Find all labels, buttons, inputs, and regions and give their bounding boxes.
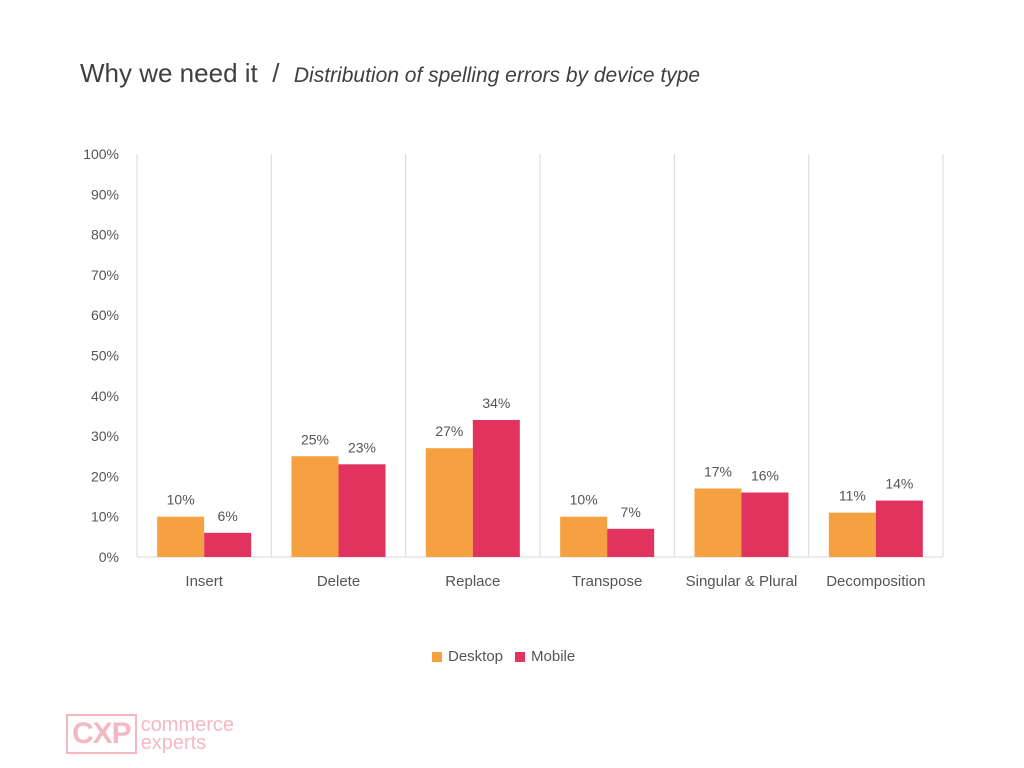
logo-line2: experts bbox=[140, 732, 207, 754]
y-tick-label: 0% bbox=[99, 549, 119, 565]
bar-mobile bbox=[741, 492, 789, 557]
data-label-desktop: 17% bbox=[704, 463, 732, 479]
logo-wordmark: commerce experts bbox=[140, 714, 235, 754]
data-label-desktop: 11% bbox=[839, 488, 866, 504]
logo-line1: commerce bbox=[140, 714, 235, 736]
y-tick-label: 70% bbox=[91, 267, 119, 283]
bar-mobile bbox=[338, 464, 386, 557]
data-label-mobile: 16% bbox=[751, 468, 779, 484]
data-label-mobile: 34% bbox=[482, 395, 510, 411]
y-tick-label: 40% bbox=[91, 388, 119, 404]
data-label-mobile: 14% bbox=[885, 476, 913, 492]
data-label-mobile: 6% bbox=[218, 508, 238, 524]
bar-desktop bbox=[157, 516, 205, 557]
y-tick-label: 100% bbox=[83, 146, 119, 162]
bar-mobile bbox=[204, 532, 252, 557]
data-label-desktop: 10% bbox=[570, 492, 598, 508]
bar-desktop bbox=[291, 456, 339, 557]
y-tick-label: 10% bbox=[91, 509, 119, 525]
y-tick-label: 80% bbox=[91, 227, 119, 243]
title-main: Why we need it bbox=[80, 58, 258, 88]
y-tick-label: 20% bbox=[91, 468, 119, 484]
x-tick-label: Delete bbox=[317, 573, 360, 590]
data-label-desktop: 27% bbox=[435, 423, 463, 439]
y-tick-label: 60% bbox=[91, 307, 119, 323]
data-label-desktop: 10% bbox=[167, 492, 195, 508]
data-label-mobile: 7% bbox=[621, 504, 641, 520]
data-label-desktop: 25% bbox=[301, 431, 329, 447]
bar-desktop bbox=[425, 448, 473, 557]
page-title: Why we need it / Distribution of spellin… bbox=[80, 58, 700, 89]
legend-label-mobile: Mobile bbox=[531, 648, 576, 665]
legend-item-mobile: Mobile bbox=[515, 648, 575, 665]
bar-desktop bbox=[828, 512, 876, 557]
x-tick-label: Replace bbox=[445, 573, 500, 590]
x-tick-label: Transpose bbox=[572, 573, 642, 590]
legend-label-desktop: Desktop bbox=[448, 648, 504, 665]
title-separator: / bbox=[272, 58, 280, 88]
bar-mobile bbox=[607, 528, 655, 557]
legend-item-desktop: Desktop bbox=[432, 648, 503, 665]
y-tick-label: 90% bbox=[91, 186, 119, 202]
x-tick-label: Insert bbox=[185, 573, 223, 590]
data-label-mobile: 23% bbox=[348, 439, 376, 455]
title-subtitle: Distribution of spelling errors by devic… bbox=[293, 64, 701, 87]
bar-desktop bbox=[560, 516, 608, 557]
bar-mobile bbox=[875, 500, 923, 557]
legend-swatch-desktop bbox=[432, 651, 442, 662]
y-tick-label: 50% bbox=[91, 348, 119, 364]
bar-desktop bbox=[694, 488, 742, 557]
company-logo: CXP commerce experts bbox=[66, 714, 234, 754]
chart-legend: Desktop Mobile bbox=[432, 648, 575, 665]
legend-swatch-mobile bbox=[515, 651, 526, 662]
y-tick-label: 30% bbox=[91, 428, 119, 444]
bar-mobile bbox=[472, 419, 520, 557]
logo-mark: CXP bbox=[66, 714, 137, 754]
bar-chart: 0% 10% 20% 30% 40% 50% 60% 70% 80% 90% 100% 10% 25% 2… bbox=[83, 146, 944, 590]
x-tick-label: Decomposition bbox=[826, 573, 925, 590]
x-tick-label: Singular & Plural bbox=[686, 573, 798, 590]
